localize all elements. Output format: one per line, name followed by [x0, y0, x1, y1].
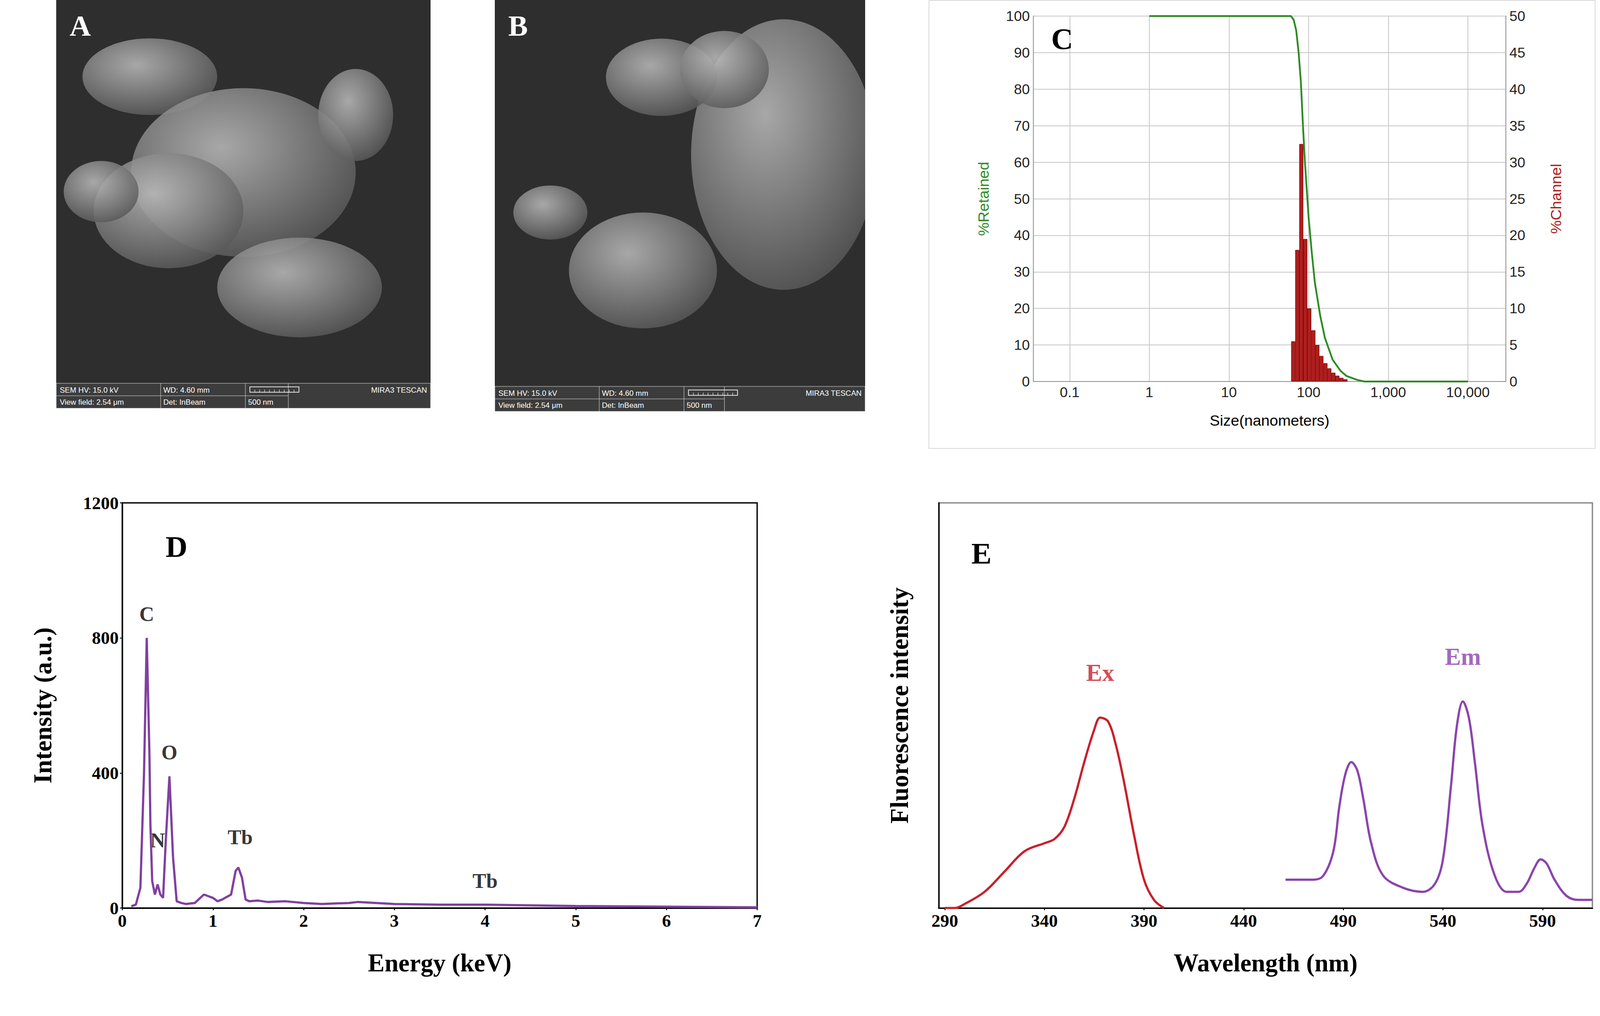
svg-text:0: 0 — [1021, 373, 1030, 390]
svg-text:0: 0 — [109, 898, 119, 919]
svg-text:70: 70 — [1013, 117, 1030, 134]
svg-text:Intensity (a.u.): Intensity (a.u.) — [29, 627, 58, 784]
svg-text:B: B — [508, 9, 528, 42]
svg-text:30: 30 — [1013, 263, 1030, 280]
svg-text:30: 30 — [1509, 154, 1526, 171]
svg-text:5: 5 — [1509, 336, 1518, 353]
svg-text:Energy (keV): Energy (keV) — [368, 949, 512, 978]
svg-text:Tb: Tb — [472, 869, 498, 893]
svg-text:N: N — [150, 829, 166, 852]
svg-text:10: 10 — [1509, 300, 1526, 317]
svg-text:Size(nanometers): Size(nanometers) — [1209, 411, 1330, 429]
svg-text:View field: 2.54 μm: View field: 2.54 μm — [498, 401, 563, 410]
svg-text:SEM HV: 15.0 kV: SEM HV: 15.0 kV — [498, 389, 558, 398]
svg-text:Tb: Tb — [227, 825, 253, 849]
svg-text:SEM HV: 15.0 kV: SEM HV: 15.0 kV — [59, 385, 119, 395]
svg-text:0.1: 0.1 — [1059, 384, 1080, 401]
svg-text:Det: InBeam: Det: InBeam — [601, 401, 645, 410]
svg-text:Det: InBeam: Det: InBeam — [163, 397, 206, 407]
svg-text:0: 0 — [1509, 373, 1518, 390]
svg-text:1,000: 1,000 — [1370, 384, 1406, 401]
svg-text:50: 50 — [1509, 8, 1526, 25]
svg-text:800: 800 — [91, 627, 119, 648]
svg-text:500 nm: 500 nm — [248, 397, 274, 407]
svg-text:C: C — [1051, 21, 1074, 56]
svg-text:%Retained: %Retained — [974, 161, 992, 236]
svg-text:1: 1 — [208, 910, 218, 931]
svg-text:%Channel: %Channel — [1547, 163, 1565, 234]
svg-text:40: 40 — [1509, 81, 1526, 98]
svg-text:WD: 4.60 mm: WD: 4.60 mm — [601, 389, 649, 398]
svg-text:E: E — [971, 536, 992, 571]
svg-text:5: 5 — [571, 910, 581, 931]
svg-text:100: 100 — [1296, 384, 1321, 401]
svg-text:440: 440 — [1230, 910, 1257, 931]
svg-text:Em: Em — [1444, 643, 1481, 671]
svg-text:340: 340 — [1031, 910, 1058, 931]
svg-text:A: A — [69, 9, 92, 42]
svg-text:C: C — [139, 602, 154, 626]
svg-text:80: 80 — [1013, 81, 1030, 98]
svg-text:7: 7 — [752, 910, 762, 931]
svg-text:45: 45 — [1509, 44, 1526, 61]
svg-text:540: 540 — [1429, 910, 1457, 931]
svg-text:0: 0 — [117, 910, 127, 931]
svg-text:Fluorescence intensity: Fluorescence intensity — [885, 587, 914, 824]
svg-text:25: 25 — [1509, 190, 1526, 208]
svg-text:WD: 4.60 mm: WD: 4.60 mm — [163, 385, 210, 395]
svg-text:50: 50 — [1013, 190, 1030, 208]
svg-text:20: 20 — [1013, 300, 1030, 317]
svg-text:400: 400 — [91, 762, 119, 784]
svg-text:490: 490 — [1330, 910, 1357, 931]
svg-text:6: 6 — [662, 910, 672, 931]
svg-text:590: 590 — [1529, 910, 1556, 931]
svg-text:D: D — [165, 529, 188, 564]
svg-text:MIRA3 TESCAN: MIRA3 TESCAN — [805, 389, 862, 398]
svg-text:View field: 2.54 μm: View field: 2.54 μm — [59, 397, 125, 407]
svg-text:Wavelength (nm): Wavelength (nm) — [1173, 949, 1358, 978]
svg-text:10,000: 10,000 — [1446, 384, 1490, 401]
svg-text:290: 290 — [931, 910, 958, 931]
svg-text:60: 60 — [1013, 154, 1030, 171]
svg-text:10: 10 — [1221, 384, 1238, 401]
svg-text:1200: 1200 — [82, 493, 119, 514]
svg-text:10: 10 — [1013, 336, 1030, 353]
svg-text:2: 2 — [299, 910, 309, 931]
svg-text:1: 1 — [1145, 384, 1154, 401]
svg-text:40: 40 — [1013, 227, 1030, 244]
svg-text:4: 4 — [480, 910, 490, 931]
svg-text:Ex: Ex — [1086, 659, 1115, 687]
svg-text:MIRA3 TESCAN: MIRA3 TESCAN — [371, 385, 427, 395]
svg-text:20: 20 — [1509, 227, 1526, 244]
svg-text:15: 15 — [1509, 263, 1526, 280]
svg-text:35: 35 — [1509, 117, 1526, 134]
svg-text:100: 100 — [1006, 8, 1030, 25]
svg-text:500 nm: 500 nm — [686, 401, 713, 410]
svg-text:O: O — [161, 741, 178, 764]
svg-text:390: 390 — [1130, 910, 1158, 931]
svg-text:90: 90 — [1013, 44, 1030, 61]
svg-text:3: 3 — [389, 910, 399, 931]
